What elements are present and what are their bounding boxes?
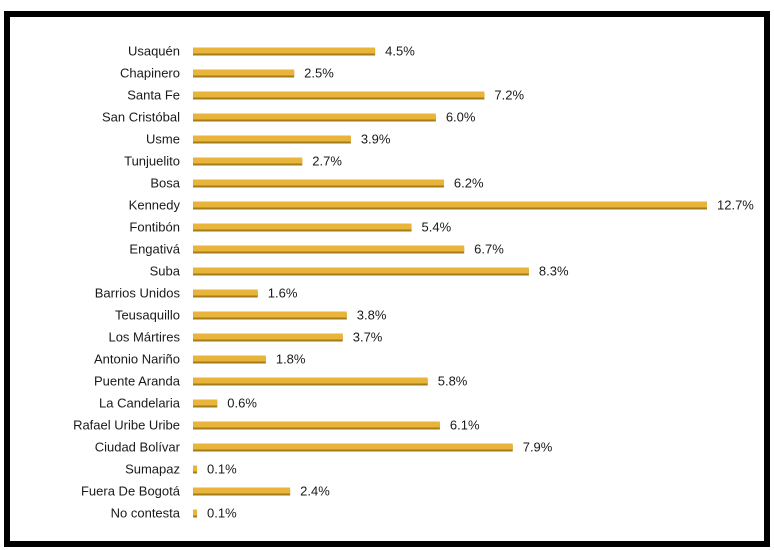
bar (193, 91, 485, 98)
bar (193, 311, 347, 318)
category-label: Suba (150, 264, 181, 279)
category-label: Rafael Uribe Uribe (73, 418, 180, 433)
bar (193, 157, 303, 164)
bar (193, 465, 198, 472)
bars-layer: Usaquén 4.5% Chapinero 2.5% Santa Fe 7.2% San … (73, 44, 754, 521)
category-label: Kennedy (129, 198, 181, 213)
bar (193, 47, 376, 54)
value-label: 5.4% (422, 220, 452, 235)
value-label: 3.7% (353, 330, 383, 345)
bar (193, 223, 412, 230)
value-label: 7.9% (523, 440, 553, 455)
bar (193, 399, 218, 406)
value-label: 5.8% (438, 374, 468, 389)
category-label: Los Mártires (108, 330, 180, 345)
value-label: 7.2% (494, 88, 524, 103)
category-label: Teusaquillo (115, 308, 180, 323)
category-label: Chapinero (120, 66, 180, 81)
category-label: La Candelaria (99, 396, 181, 411)
bar (193, 333, 343, 340)
bar (193, 245, 465, 252)
value-label: 6.2% (454, 176, 484, 191)
bar (193, 355, 266, 362)
category-label: Fuera De Bogotá (81, 484, 181, 499)
category-label: Barrios Unidos (95, 286, 181, 301)
value-label: 1.8% (276, 352, 306, 367)
value-label: 6.0% (446, 110, 476, 125)
bar (193, 201, 707, 208)
category-label: Antonio Nariño (94, 352, 180, 367)
category-label: Fontibón (129, 220, 180, 235)
bar (193, 443, 513, 450)
bar (193, 377, 428, 384)
value-label: 3.9% (361, 132, 391, 147)
value-label: 4.5% (385, 44, 415, 59)
chart-border (4, 11, 770, 547)
category-label: Usme (146, 132, 180, 147)
category-label: Sumapaz (125, 462, 180, 477)
value-label: 0.1% (207, 506, 237, 521)
value-label: 2.5% (304, 66, 334, 81)
value-label: 2.4% (300, 484, 330, 499)
value-label: 12.7% (717, 198, 754, 213)
category-label: No contesta (111, 506, 181, 521)
bar (193, 289, 258, 296)
value-label: 2.7% (312, 154, 342, 169)
category-label: Tunjuelito (124, 154, 180, 169)
category-label: Usaquén (128, 44, 180, 59)
value-label: 6.1% (450, 418, 480, 433)
bar (193, 179, 444, 186)
value-label: 8.3% (539, 264, 569, 279)
bar (193, 135, 351, 142)
value-label: 0.6% (227, 396, 257, 411)
bar (193, 421, 440, 428)
bar (193, 509, 198, 516)
category-label: Ciudad Bolívar (95, 440, 181, 455)
value-label: 6.7% (474, 242, 504, 257)
bar (193, 487, 291, 494)
bar (193, 267, 529, 274)
bar (193, 69, 295, 76)
bar (193, 113, 436, 120)
value-label: 1.6% (268, 286, 298, 301)
value-label: 3.8% (357, 308, 387, 323)
value-label: 0.1% (207, 462, 237, 477)
category-label: San Cristóbal (102, 110, 180, 125)
category-label: Engativá (129, 242, 180, 257)
category-label: Bosa (150, 176, 180, 191)
category-label: Puente Aranda (94, 374, 181, 389)
category-label: Santa Fe (127, 88, 180, 103)
